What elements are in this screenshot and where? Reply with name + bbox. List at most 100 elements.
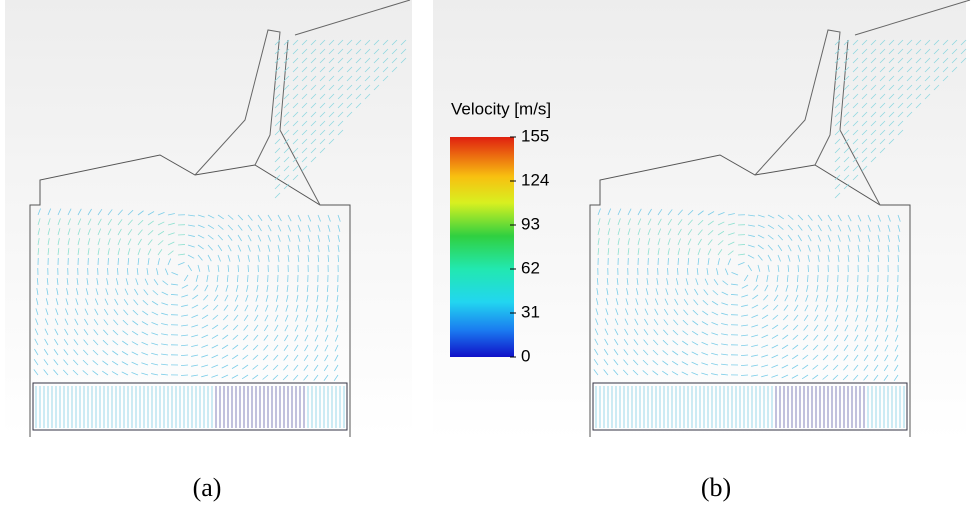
velocity-vector xyxy=(62,369,69,376)
velocity-vector xyxy=(843,120,850,127)
velocity-vector xyxy=(319,129,326,136)
velocity-vector xyxy=(283,75,290,82)
velocity-vector xyxy=(843,84,850,91)
velocity-vector xyxy=(244,304,249,312)
velocity-vector xyxy=(777,254,781,262)
velocity-vector xyxy=(924,84,931,91)
velocity-vector xyxy=(786,274,789,283)
velocity-vector xyxy=(817,214,823,221)
velocity-vector xyxy=(305,314,309,322)
velocity-vector xyxy=(292,120,299,127)
velocity-vector xyxy=(204,284,209,292)
velocity-vector xyxy=(707,229,714,236)
velocity-vector xyxy=(717,240,724,246)
velocity-vector xyxy=(707,220,714,226)
velocity-vector xyxy=(791,374,799,379)
velocity-vector xyxy=(237,224,243,231)
velocity-vector xyxy=(85,288,89,296)
velocity-vector xyxy=(180,354,189,357)
velocity-vector xyxy=(267,214,273,222)
velocity-vector xyxy=(652,349,659,356)
velocity-vector xyxy=(47,208,52,216)
velocity-vector xyxy=(287,254,290,262)
velocity-vector xyxy=(822,374,829,380)
velocity-vector xyxy=(834,102,841,109)
velocity-vector xyxy=(722,280,729,286)
velocity-vector xyxy=(751,344,759,348)
velocity-vector xyxy=(757,254,763,261)
velocity-vector xyxy=(180,344,189,347)
velocity-vector xyxy=(751,354,759,357)
velocity-vector xyxy=(323,374,329,381)
velocity-vector xyxy=(924,39,931,46)
velocity-vector xyxy=(53,338,59,346)
velocity-vector xyxy=(337,214,341,222)
velocity-vector xyxy=(702,310,709,316)
velocity-vector xyxy=(301,48,308,55)
velocity-vector xyxy=(382,66,389,73)
velocity-vector xyxy=(879,39,886,46)
velocity-vector xyxy=(682,340,689,346)
velocity-vector xyxy=(737,262,745,266)
velocity-vector xyxy=(814,304,819,312)
velocity-vector xyxy=(53,349,59,356)
velocity-vector xyxy=(657,218,662,226)
velocity-vector xyxy=(310,111,317,118)
velocity-vector xyxy=(94,298,99,306)
velocity-vector xyxy=(92,370,99,376)
velocity-vector xyxy=(647,218,652,226)
velocity-vector xyxy=(852,84,859,91)
velocity-vector xyxy=(888,138,895,145)
velocity-vector xyxy=(827,214,833,222)
velocity-vector xyxy=(207,214,215,219)
velocity-vector xyxy=(924,75,931,82)
velocity-vector xyxy=(65,298,69,306)
velocity-vector xyxy=(897,57,904,64)
velocity-vector xyxy=(37,208,41,216)
velocity-vector xyxy=(400,39,407,46)
velocity-vector xyxy=(604,338,609,346)
velocity-vector xyxy=(814,314,819,322)
velocity-vector xyxy=(855,304,859,312)
velocity-vector xyxy=(852,156,859,163)
velocity-vector xyxy=(265,304,269,312)
velocity-vector xyxy=(256,284,259,292)
velocity-vector xyxy=(595,298,599,306)
velocity-vector xyxy=(617,248,620,256)
velocity-vector xyxy=(301,147,308,154)
velocity-vector xyxy=(295,304,299,312)
velocity-vector xyxy=(151,300,159,306)
velocity-vector xyxy=(884,334,889,342)
velocity-vector xyxy=(273,334,279,342)
velocity-vector xyxy=(915,39,922,46)
velocity-vector xyxy=(951,48,958,55)
velocity-vector xyxy=(697,238,702,246)
velocity-vector xyxy=(294,334,299,342)
velocity-vector xyxy=(721,353,729,356)
velocity-vector xyxy=(825,304,829,312)
velocity-vector xyxy=(301,84,308,91)
velocity-vector xyxy=(103,329,109,336)
velocity-vector xyxy=(274,147,281,154)
velocity-vector xyxy=(852,120,859,127)
velocity-vector xyxy=(34,338,39,346)
velocity-vector xyxy=(93,329,99,336)
velocity-vector xyxy=(773,294,779,302)
velocity-vector xyxy=(870,147,877,154)
velocity-vector xyxy=(960,48,967,55)
velocity-vector xyxy=(847,244,850,252)
velocity-vector xyxy=(57,238,60,246)
velocity-vector xyxy=(843,66,850,73)
velocity-vector xyxy=(645,298,649,306)
velocity-vector xyxy=(53,369,59,376)
velocity-vector xyxy=(875,314,879,322)
velocity-vector xyxy=(834,138,841,145)
velocity-vector xyxy=(167,250,174,256)
velocity-vector xyxy=(701,362,709,366)
velocity-vector xyxy=(286,284,289,292)
velocity-vector xyxy=(37,218,41,226)
velocity-vector xyxy=(211,364,219,368)
velocity-vector xyxy=(665,288,669,296)
velocity-vector xyxy=(834,93,841,100)
velocity-vector xyxy=(597,228,601,236)
